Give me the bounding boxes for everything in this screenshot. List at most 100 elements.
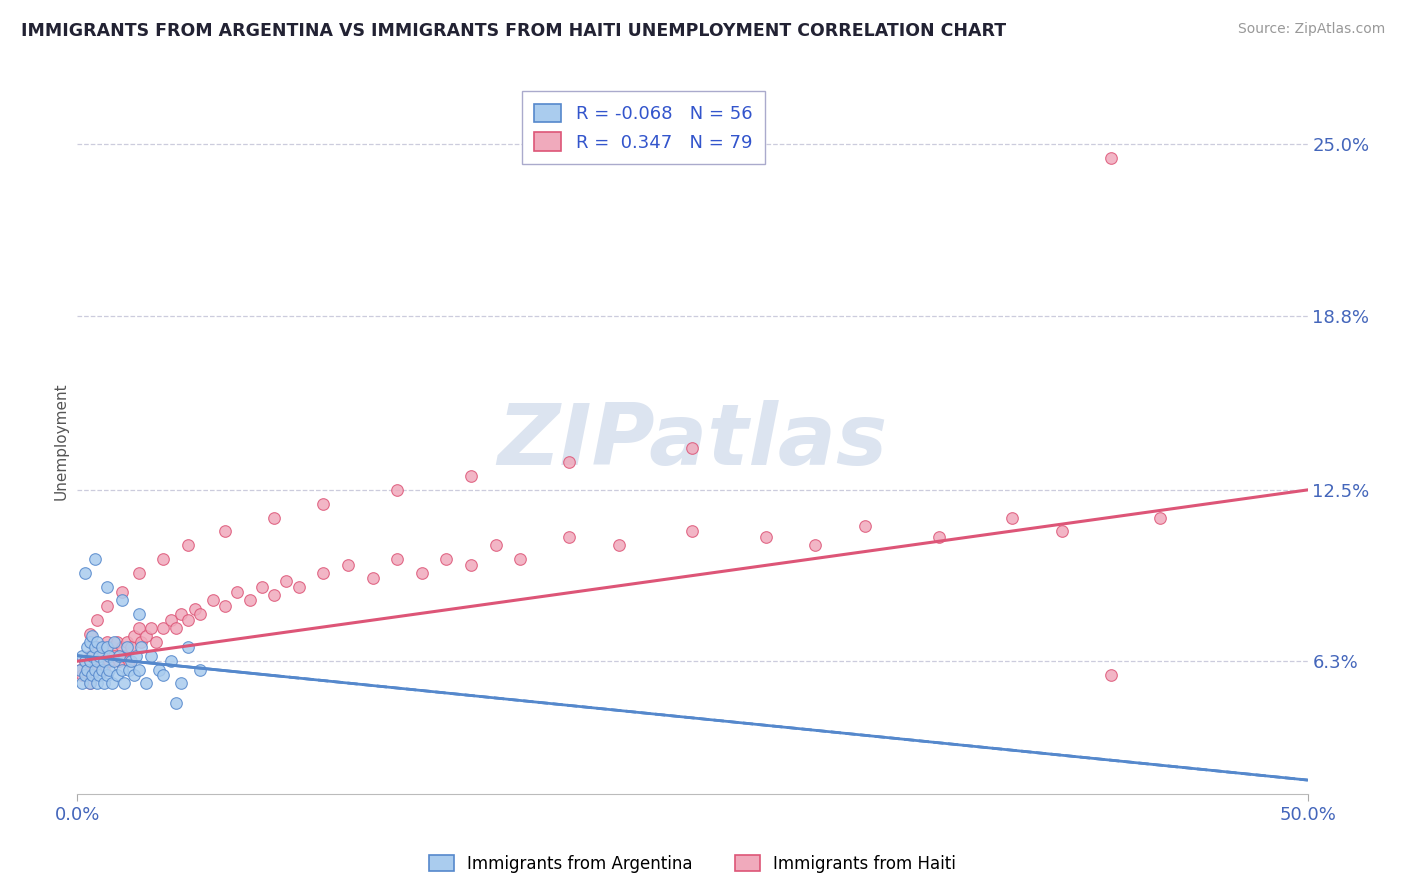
- Point: [101, 676, 124, 690]
- Point: [1099, 151, 1122, 165]
- Point: [361, 571, 384, 585]
- Point: [108, 654, 131, 668]
- Point: [152, 552, 174, 566]
- Text: Source: ZipAtlas.com: Source: ZipAtlas.com: [1237, 22, 1385, 37]
- Point: [385, 552, 409, 566]
- Point: [83, 663, 105, 677]
- Point: [122, 629, 145, 643]
- Point: [111, 593, 132, 607]
- Point: [239, 593, 262, 607]
- Point: [89, 654, 111, 668]
- Point: [93, 663, 115, 677]
- Point: [170, 607, 193, 622]
- Point: [1149, 510, 1171, 524]
- Point: [177, 613, 200, 627]
- Point: [170, 676, 193, 690]
- Point: [98, 654, 121, 668]
- Point: [86, 676, 108, 690]
- Point: [86, 613, 108, 627]
- Point: [108, 648, 131, 663]
- Point: [558, 530, 581, 544]
- Point: [184, 601, 207, 615]
- Point: [76, 663, 98, 677]
- Point: [385, 483, 409, 497]
- Point: [93, 654, 115, 668]
- Point: [141, 648, 163, 663]
- Point: [115, 635, 138, 649]
- Point: [128, 663, 150, 677]
- Point: [86, 654, 108, 668]
- Point: [460, 558, 482, 572]
- Point: [485, 538, 508, 552]
- Point: [101, 640, 124, 655]
- Point: [86, 635, 108, 649]
- Point: [188, 663, 212, 677]
- Point: [312, 566, 335, 580]
- Point: [79, 676, 101, 690]
- Point: [1001, 510, 1024, 524]
- Point: [118, 654, 141, 668]
- Point: [263, 588, 285, 602]
- Point: [214, 524, 236, 539]
- Point: [682, 442, 704, 456]
- Point: [69, 663, 91, 677]
- Point: [111, 585, 132, 599]
- Point: [105, 635, 128, 649]
- Point: [79, 635, 101, 649]
- Point: [145, 635, 167, 649]
- Text: IMMIGRANTS FROM ARGENTINA VS IMMIGRANTS FROM HAITI UNEMPLOYMENT CORRELATION CHAR: IMMIGRANTS FROM ARGENTINA VS IMMIGRANTS …: [21, 22, 1007, 40]
- Point: [96, 599, 118, 613]
- Point: [93, 676, 115, 690]
- Point: [436, 552, 458, 566]
- Point: [214, 599, 236, 613]
- Point: [105, 668, 128, 682]
- Point: [70, 648, 93, 663]
- Point: [90, 648, 114, 663]
- Point: [115, 640, 138, 655]
- Point: [118, 663, 141, 677]
- Point: [152, 621, 174, 635]
- Point: [89, 648, 111, 663]
- Point: [83, 640, 105, 655]
- Point: [121, 640, 143, 655]
- Point: [558, 455, 581, 469]
- Point: [76, 640, 98, 655]
- Point: [226, 585, 249, 599]
- Point: [160, 654, 183, 668]
- Point: [82, 629, 104, 643]
- Point: [607, 538, 630, 552]
- Point: [90, 663, 114, 677]
- Point: [135, 629, 157, 643]
- Point: [79, 654, 101, 668]
- Point: [125, 648, 148, 663]
- Point: [73, 654, 96, 668]
- Point: [79, 626, 101, 640]
- Point: [337, 558, 360, 572]
- Point: [73, 654, 96, 668]
- Point: [79, 676, 101, 690]
- Point: [276, 574, 298, 588]
- Point: [141, 621, 163, 635]
- Point: [96, 635, 118, 649]
- Point: [755, 530, 778, 544]
- Point: [96, 668, 118, 682]
- Point: [83, 552, 105, 566]
- Point: [112, 676, 135, 690]
- Text: ZIPatlas: ZIPatlas: [498, 400, 887, 483]
- Point: [90, 640, 114, 655]
- Point: [128, 621, 150, 635]
- Point: [112, 648, 135, 663]
- Point: [263, 510, 285, 524]
- Point: [804, 538, 827, 552]
- Point: [89, 668, 111, 682]
- Point: [177, 640, 200, 655]
- Point: [83, 663, 105, 677]
- Point: [928, 530, 950, 544]
- Point: [73, 566, 96, 580]
- Point: [160, 613, 183, 627]
- Point: [1050, 524, 1073, 539]
- Point: [411, 566, 433, 580]
- Point: [103, 654, 125, 668]
- Point: [111, 663, 132, 677]
- Point: [288, 580, 311, 594]
